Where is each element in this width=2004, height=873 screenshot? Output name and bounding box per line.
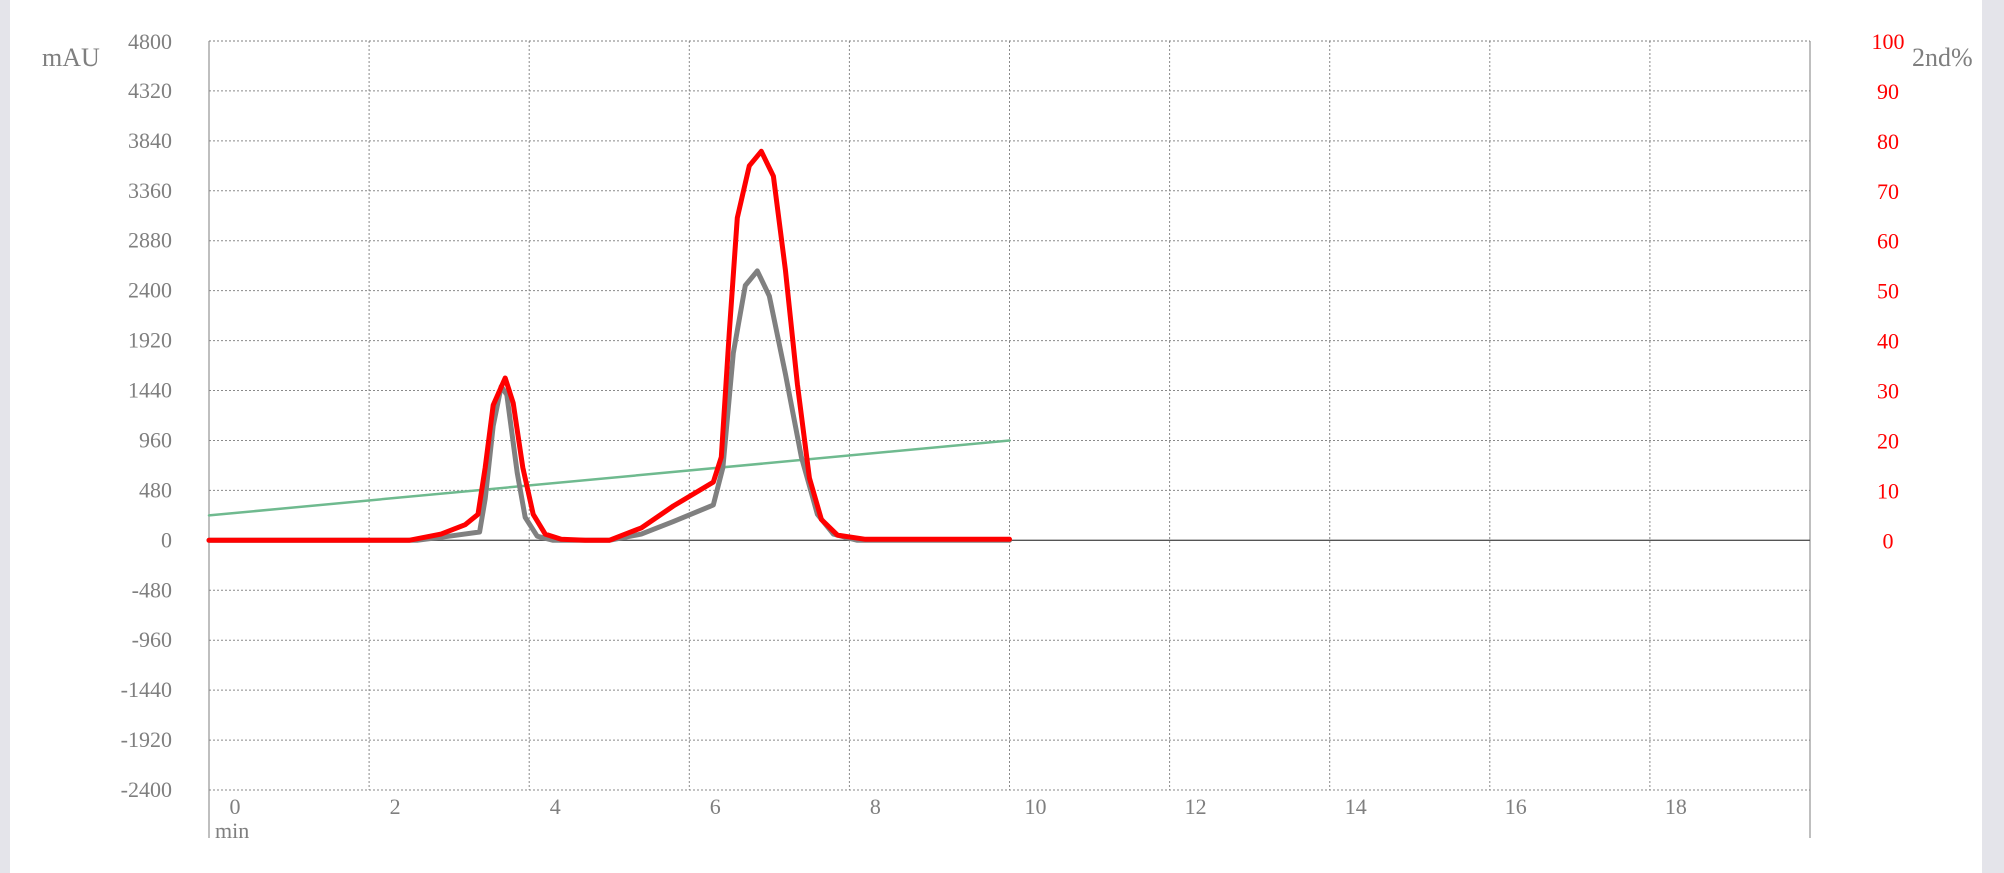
y-tick-label: 0	[161, 527, 172, 552]
x-tick-label: 18	[1665, 794, 1687, 819]
left-border	[0, 0, 10, 873]
y2-tick-label: 70	[1877, 179, 1899, 204]
x-tick-label: 6	[710, 794, 721, 819]
y-tick-label: -2400	[121, 777, 172, 802]
y-tick-label: 4800	[128, 29, 172, 54]
y2-tick-label: 0	[1883, 528, 1894, 553]
y-tick-label: -960	[132, 627, 172, 652]
x-tick-label: 12	[1185, 794, 1207, 819]
y-tick-label: -1440	[121, 677, 172, 702]
y2-tick-label: 100	[1872, 29, 1905, 54]
y-tick-label: 1920	[128, 328, 172, 353]
right-scrollbar[interactable]	[1982, 0, 2004, 873]
y-tick-label: -1920	[121, 727, 172, 752]
y-tick-label: 3360	[128, 178, 172, 203]
y2-tick-label: 60	[1877, 229, 1899, 254]
y-tick-label: 2400	[128, 278, 172, 303]
y-tick-label: 2880	[128, 228, 172, 253]
x-tick-label: 10	[1025, 794, 1047, 819]
y-tick-label: 480	[139, 477, 172, 502]
x-tick-label: 2	[390, 794, 401, 819]
y2-tick-label: 50	[1877, 279, 1899, 304]
tick-labels: 480043203840336028802400192014409604800-…	[121, 29, 1905, 819]
y2-tick-label: 80	[1877, 129, 1899, 154]
x-tick-label: 0	[230, 794, 241, 819]
x-tick-label: 4	[550, 794, 561, 819]
y2-axis-label: 2nd%	[1912, 43, 1973, 72]
y-tick-label: 4320	[128, 78, 172, 103]
x-tick-label: 8	[870, 794, 881, 819]
grid	[209, 40, 1810, 791]
y-axis-label: mAU	[42, 43, 100, 72]
y-tick-label: -480	[132, 577, 172, 602]
y-tick-label: 3840	[128, 128, 172, 153]
x-tick-label: 16	[1505, 794, 1527, 819]
trace-grey	[206, 268, 1012, 543]
x-axis-label: min	[215, 818, 249, 843]
y2-tick-label: 30	[1877, 379, 1899, 404]
y-tick-label: 960	[139, 427, 172, 452]
y2-tick-label: 90	[1877, 79, 1899, 104]
gradient-line	[207, 439, 1011, 517]
y2-tick-label: 20	[1877, 428, 1899, 453]
trace-red	[206, 148, 1012, 543]
series-layer	[206, 148, 1012, 543]
x-tick-label: 14	[1345, 794, 1367, 819]
y2-tick-label: 10	[1877, 478, 1899, 503]
y-tick-label: 1440	[128, 378, 172, 403]
y2-tick-label: 40	[1877, 329, 1899, 354]
